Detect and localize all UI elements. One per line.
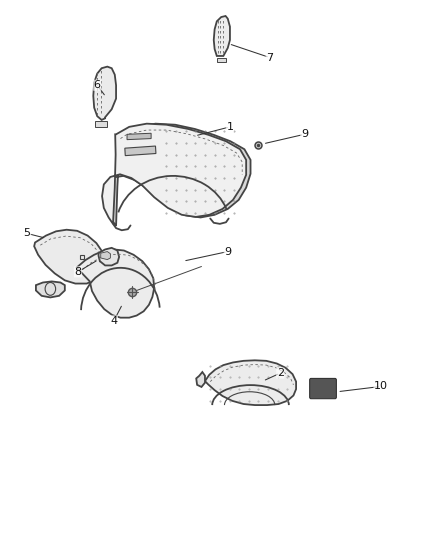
Text: 10: 10 — [374, 382, 388, 391]
Polygon shape — [99, 248, 119, 265]
Polygon shape — [102, 124, 246, 224]
Text: 7: 7 — [266, 53, 273, 62]
Polygon shape — [93, 67, 116, 120]
Polygon shape — [34, 230, 104, 284]
Polygon shape — [77, 249, 154, 318]
Polygon shape — [217, 58, 226, 62]
Text: 2: 2 — [277, 368, 284, 378]
Text: 5: 5 — [24, 229, 31, 238]
Polygon shape — [95, 121, 107, 127]
Polygon shape — [101, 252, 110, 260]
FancyBboxPatch shape — [310, 378, 336, 399]
Polygon shape — [205, 360, 296, 405]
Polygon shape — [214, 16, 230, 56]
Text: 8: 8 — [74, 267, 81, 277]
Polygon shape — [196, 372, 205, 387]
Polygon shape — [36, 281, 65, 297]
Text: 9: 9 — [301, 130, 308, 139]
Polygon shape — [125, 146, 156, 156]
Text: 1: 1 — [226, 122, 233, 132]
Polygon shape — [127, 133, 151, 140]
Text: 6: 6 — [94, 80, 101, 90]
Polygon shape — [104, 124, 251, 226]
Text: 4: 4 — [110, 316, 117, 326]
Text: 9: 9 — [224, 247, 231, 256]
